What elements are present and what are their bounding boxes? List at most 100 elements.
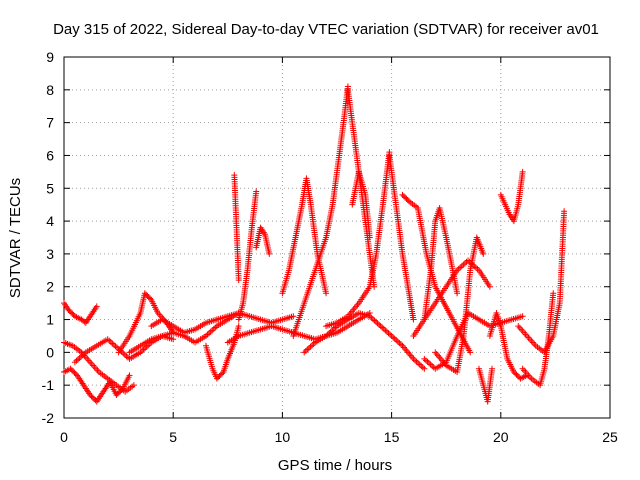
data-point: [302, 347, 309, 354]
data-point: [388, 332, 395, 339]
x-axis-title: GPS time / hours: [278, 457, 392, 474]
data-point: [379, 324, 386, 331]
data-point: [147, 295, 154, 302]
series-arc23: [410, 257, 493, 339]
data-point: [387, 331, 394, 338]
y-tick-label: 6: [46, 147, 54, 163]
data-point: [81, 318, 88, 325]
data-point: [67, 309, 74, 316]
data-point: [390, 334, 397, 341]
data-point: [374, 320, 381, 327]
data-point: [73, 357, 80, 364]
data-point: [65, 306, 72, 313]
data-point: [116, 389, 123, 396]
data-point: [114, 344, 121, 351]
x-tick-label: 15: [384, 429, 400, 445]
data-point: [512, 370, 519, 377]
data-point: [66, 308, 73, 315]
series-arc15: [290, 83, 351, 339]
series-arc9: [231, 172, 242, 284]
data-point: [393, 337, 400, 344]
data-point: [460, 261, 467, 268]
data-point: [112, 343, 119, 350]
data-point: [376, 321, 383, 328]
data-point: [472, 264, 479, 271]
series-arc29: [515, 208, 568, 356]
data-point: [170, 336, 177, 343]
data-point: [371, 317, 378, 324]
data-point: [75, 356, 82, 363]
series-arc12: [213, 309, 297, 326]
data-point: [510, 369, 517, 376]
data-point: [143, 291, 150, 298]
y-tick-label: 7: [46, 115, 54, 131]
data-point: [109, 340, 116, 347]
y-tick-label: 3: [46, 246, 54, 262]
data-point: [412, 357, 418, 364]
data-point: [550, 290, 557, 297]
data-point: [140, 346, 147, 353]
data-point: [130, 382, 137, 389]
y-tick-label: -2: [42, 410, 55, 426]
series-arc10: [235, 188, 260, 323]
data-point: [309, 342, 316, 349]
data-point: [69, 310, 76, 317]
data-point: [383, 328, 390, 335]
data-point: [235, 323, 242, 330]
series-arc27: [486, 309, 531, 382]
data-point: [209, 327, 216, 334]
data-point: [217, 371, 224, 378]
data-point: [67, 365, 74, 372]
x-tick-label: 0: [60, 429, 68, 445]
data-point: [369, 316, 376, 323]
plot-frame: [63, 56, 611, 419]
data-point: [391, 335, 398, 342]
series-arc11: [253, 224, 273, 257]
data-point: [215, 374, 222, 381]
data-point: [394, 338, 401, 345]
data-point: [290, 313, 297, 320]
data-point: [266, 250, 273, 257]
series-arc14: [279, 175, 330, 297]
data-point: [144, 292, 151, 299]
data-point: [455, 265, 462, 272]
data-point: [71, 359, 78, 366]
y-tick-label: 9: [46, 49, 54, 65]
data-point: [514, 372, 521, 379]
x-tick-label: 25: [602, 429, 618, 445]
data-point: [426, 360, 433, 367]
data-point: [216, 372, 223, 379]
data-point: [419, 364, 426, 371]
grid-lines: [64, 57, 610, 418]
y-tick-label: -1: [42, 377, 55, 393]
tick-labels: 0 5 10 15 20 25 -2 -1 0 1 2 3 4 5 6 7 8 9: [42, 49, 618, 445]
data-point: [219, 370, 226, 377]
series-arc26: [475, 365, 496, 405]
data-point: [206, 330, 213, 337]
data-point: [457, 264, 464, 271]
data-point: [323, 290, 330, 297]
y-tick-label: 8: [46, 82, 54, 98]
data-point: [399, 191, 406, 198]
data-point: [210, 325, 217, 332]
data-point: [385, 330, 392, 337]
y-tick-label: 0: [46, 344, 54, 360]
data-point: [486, 283, 493, 290]
data-point: [467, 349, 474, 356]
series-arc30: [519, 290, 557, 389]
data-point: [418, 362, 425, 369]
data-point: [519, 313, 526, 320]
data-point: [235, 277, 242, 284]
y-tick-label: 5: [46, 180, 54, 196]
data-point: [377, 323, 384, 330]
data-point: [91, 395, 98, 402]
data-point: [410, 316, 417, 323]
data-point: [461, 260, 468, 267]
data-point: [421, 355, 428, 362]
axis-ticks: [63, 56, 611, 419]
data-point: [382, 327, 389, 334]
data-point: [427, 361, 434, 368]
data-point: [422, 357, 429, 364]
data-point: [305, 345, 312, 352]
